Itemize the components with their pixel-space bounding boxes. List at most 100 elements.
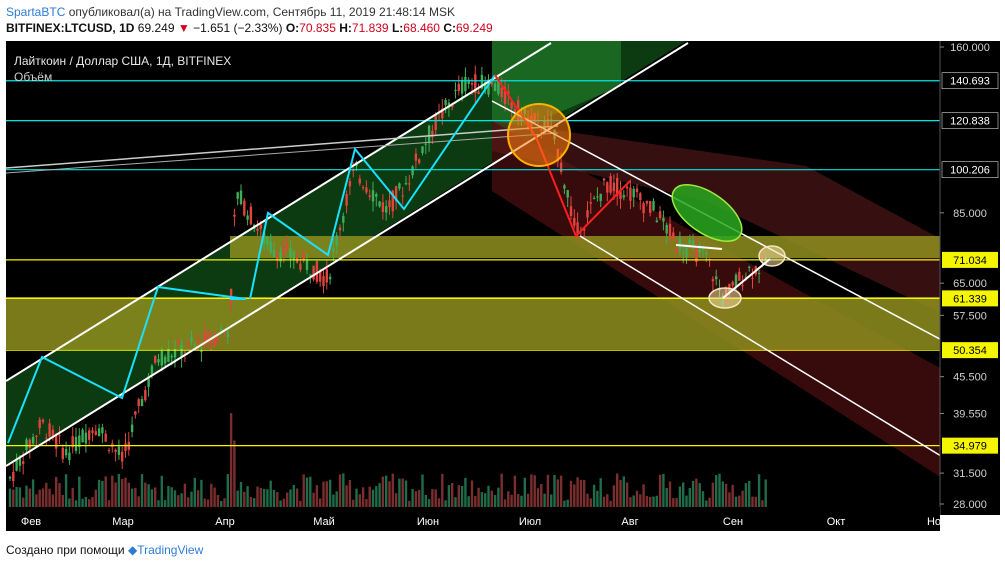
white-arrow-1 — [675, 244, 723, 250]
volume-bar — [262, 488, 266, 507]
candle-body — [424, 143, 427, 145]
open-value: 70.835 — [299, 21, 336, 35]
volume-bar — [348, 479, 352, 507]
candle-body — [246, 215, 249, 220]
candle-body — [312, 265, 315, 280]
candle-body — [305, 259, 309, 270]
candle-body — [658, 211, 662, 219]
candle-body — [441, 108, 444, 119]
channel-down-upper — [491, 100, 1001, 372]
volume-bar — [546, 474, 550, 507]
volume-bar — [154, 487, 157, 507]
volume-bar — [28, 488, 31, 507]
candle-body — [619, 189, 622, 200]
ohlc-line: BITFINEX:LTCUSD, 1D 69.249 ▼ −1.651 (−2.… — [6, 21, 493, 35]
volume-bar — [249, 496, 253, 507]
volume-bar — [434, 489, 437, 507]
volume-bar — [550, 494, 553, 507]
volume-bar — [431, 488, 434, 507]
candle-body — [583, 228, 586, 231]
volume-bar — [134, 487, 137, 507]
volume-bar — [477, 487, 480, 507]
volume-bar — [754, 496, 757, 507]
y-tick-label: 85.000 — [953, 208, 987, 220]
candle-body — [652, 201, 655, 211]
candle-body — [592, 197, 596, 199]
candle-body — [328, 276, 332, 280]
candle-body — [302, 252, 305, 261]
candle-body — [695, 245, 698, 263]
candle-body — [137, 399, 140, 407]
candle-body — [114, 449, 117, 452]
volume-bar — [728, 492, 731, 507]
volume-bar — [622, 476, 625, 507]
volume-bar — [38, 489, 41, 507]
candle-body — [569, 206, 573, 216]
candle-body — [117, 446, 121, 455]
volume-bar — [309, 476, 312, 507]
volume-bar — [220, 500, 223, 507]
candle-body — [78, 435, 81, 448]
volume-bar — [678, 486, 682, 507]
candle-body — [503, 87, 507, 104]
volume-bar — [269, 480, 272, 507]
volume-bar — [276, 492, 279, 507]
volume-bar — [147, 484, 150, 507]
chart-svg[interactable]: 160.000 85.000 65.000 57.500 45.500 39.550 31.… — [5, 41, 1001, 541]
volume-bar — [394, 493, 398, 507]
candle-body — [484, 82, 487, 89]
down-arrow-icon: ▼ — [177, 21, 190, 35]
red-path — [494, 74, 631, 238]
volume-bar — [64, 474, 68, 507]
candle-body — [358, 178, 361, 184]
volume-bar — [183, 483, 187, 507]
volume-bar — [381, 476, 385, 507]
candle-body — [490, 81, 493, 85]
volume-bar — [744, 483, 748, 507]
volume-bar — [206, 499, 210, 507]
volume-bar — [559, 475, 563, 507]
volume-bar — [12, 489, 15, 507]
volume-bar — [606, 494, 609, 507]
candle-body — [18, 456, 22, 466]
candle-body — [645, 201, 649, 204]
candle-body — [322, 276, 325, 287]
volume-bar — [460, 485, 464, 507]
volume-bar — [167, 485, 170, 507]
volume-bar — [507, 491, 510, 507]
footer-created: Создано при помощи — [6, 543, 125, 557]
volume-bar — [464, 477, 467, 507]
volume-bar — [31, 479, 35, 507]
candle-body — [411, 166, 414, 176]
candle-body — [691, 240, 695, 245]
x-tick-label: Апр — [215, 516, 234, 528]
candle-body — [460, 79, 464, 94]
candle-body — [573, 217, 576, 226]
candle-body — [279, 251, 282, 262]
candle-body — [88, 430, 91, 440]
x-tick-label: Май — [313, 516, 335, 528]
volume-bar — [708, 497, 711, 507]
volume-bar — [635, 490, 639, 507]
volume-bar — [210, 483, 213, 507]
chart-area[interactable]: 160.000 85.000 65.000 57.500 45.500 39.550 31.… — [5, 41, 1001, 531]
candle-body — [662, 217, 665, 222]
candle-body — [266, 236, 269, 246]
candle-body — [685, 247, 688, 258]
candle-body — [256, 228, 259, 231]
footer-brand[interactable]: TradingView — [137, 543, 204, 557]
volume-bar — [289, 489, 292, 507]
volume-bar — [15, 487, 18, 507]
candle-body — [606, 182, 609, 193]
time-axis-band — [6, 511, 940, 531]
volume-bar — [748, 480, 751, 507]
candle-body — [335, 235, 338, 246]
volume-bar — [734, 496, 738, 507]
candle-body — [632, 188, 635, 198]
volume-bar — [731, 484, 734, 507]
author-name[interactable]: SpartaBTC — [6, 5, 66, 19]
volume-bar — [414, 491, 418, 507]
volume-bar — [602, 496, 606, 507]
volume-bar — [51, 494, 55, 507]
volume-bar — [576, 477, 579, 507]
